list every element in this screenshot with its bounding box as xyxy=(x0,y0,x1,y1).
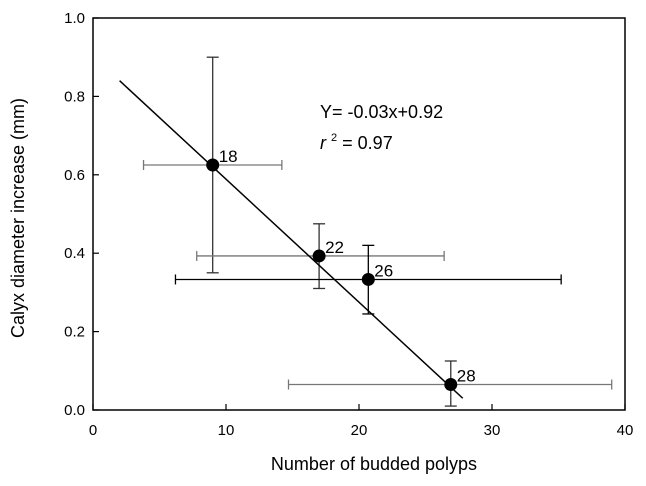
y-tick-label: 1.0 xyxy=(64,10,85,27)
data-point-label: 22 xyxy=(325,238,344,257)
data-point xyxy=(444,378,458,392)
y-tick-label: 0.0 xyxy=(64,402,85,419)
data-point xyxy=(206,158,220,172)
data-point xyxy=(312,249,326,263)
data-point-label: 28 xyxy=(457,367,476,386)
regression-line xyxy=(119,80,464,399)
x-axis-title: Number of budded polyps xyxy=(271,454,477,474)
points-layer xyxy=(206,158,458,392)
y-axis-title: Calyx diameter increase (mm) xyxy=(8,98,28,338)
x-tick-label: 20 xyxy=(351,422,368,439)
y-tick-label: 0.6 xyxy=(64,167,85,184)
data-point-label: 18 xyxy=(219,147,238,166)
x-tick-label: 10 xyxy=(218,422,235,439)
r-squared-r: r xyxy=(320,133,327,153)
y-tick-label: 0.8 xyxy=(64,88,85,105)
x-tick-label: 40 xyxy=(617,422,634,439)
equation-annotation: Y= -0.03x+0.92 xyxy=(320,102,443,122)
axes-layer: 0 10 20 30 40 0.0 0.2 0.4 0.6 0.8 1.0 xyxy=(64,10,633,439)
plot-frame xyxy=(92,17,626,411)
r-squared-annotation: r 2 = 0.97 xyxy=(320,125,393,153)
fit-layer xyxy=(119,80,464,399)
y-tick-label: 0.4 xyxy=(64,245,85,262)
data-point-label: 26 xyxy=(374,261,393,280)
r-squared-value: = 0.97 xyxy=(342,133,393,153)
x-tick-label: 0 xyxy=(89,422,97,439)
data-point xyxy=(361,272,375,286)
r-squared-exponent: 2 xyxy=(331,132,337,144)
y-tick-label: 0.2 xyxy=(64,324,85,341)
labels-layer: 18 22 26 28 xyxy=(219,147,476,386)
x-tick-label: 30 xyxy=(484,422,501,439)
